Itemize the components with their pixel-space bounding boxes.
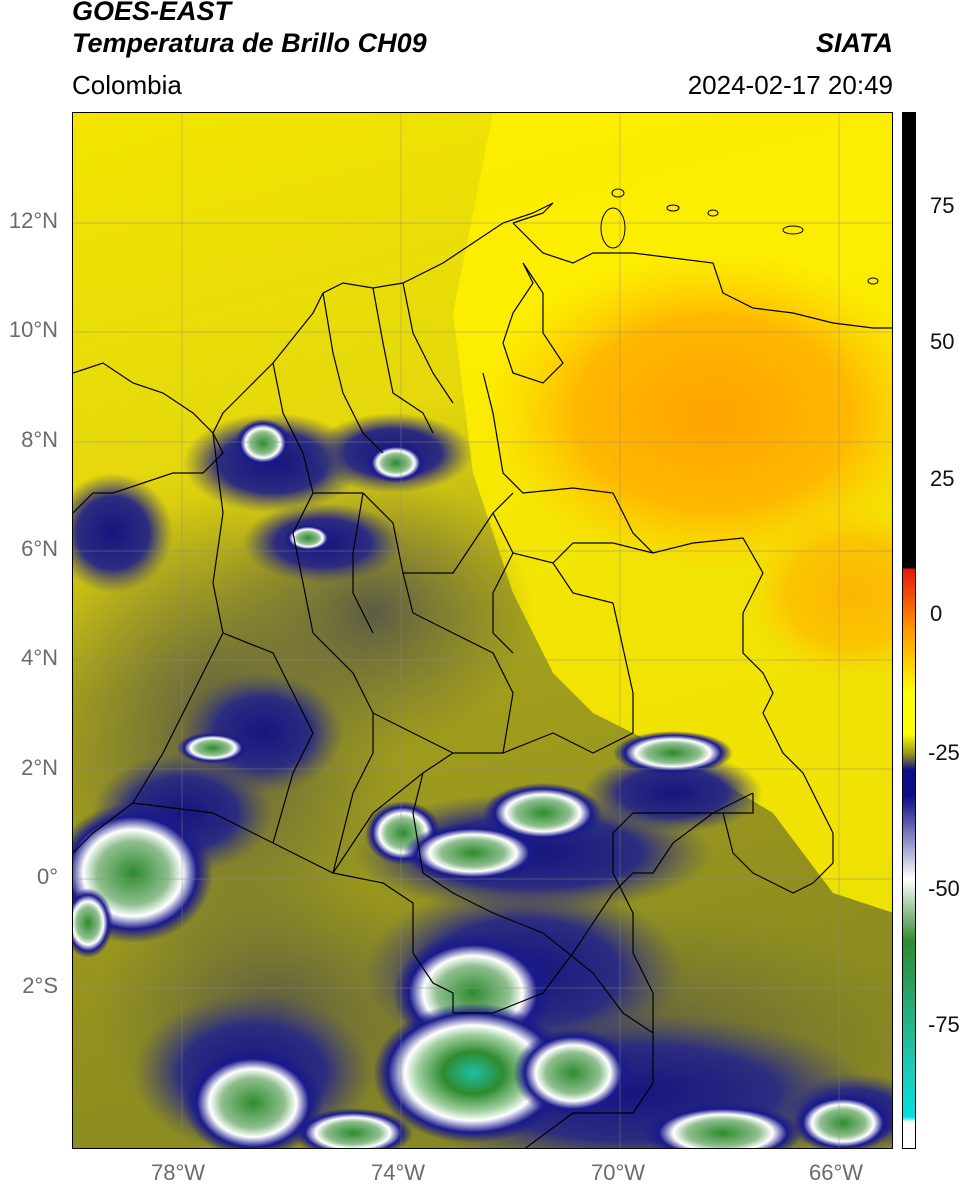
colorbar-tick-75: 75	[930, 193, 954, 219]
lat-label-6n: 6°N	[21, 536, 58, 562]
lat-label-12n: 12°N	[9, 208, 58, 234]
map-panel	[72, 112, 893, 1149]
lat-label-8n: 8°N	[21, 427, 58, 453]
colorbar-tick-minus25: -25	[928, 740, 960, 766]
lat-label-2n: 2°N	[21, 755, 58, 781]
lat-label-0: 0°	[37, 864, 58, 890]
agency-label: SIATA	[816, 28, 893, 59]
datetime-label: 2024-02-17 20:49	[688, 70, 893, 101]
lat-label-2s: 2°S	[22, 973, 58, 999]
region-label: Colombia	[72, 70, 182, 101]
lat-label-4n: 4°N	[21, 645, 58, 671]
colorbar-tick-50: 50	[930, 329, 954, 355]
colorbar-tick-minus50: -50	[928, 876, 960, 902]
lon-label-74w: 74°W	[371, 1160, 425, 1186]
colorbar	[902, 112, 916, 1149]
lon-label-70w: 70°W	[591, 1160, 645, 1186]
colorbar-tick-25: 25	[930, 466, 954, 492]
lon-label-66w: 66°W	[809, 1160, 863, 1186]
satellite-map	[73, 113, 893, 1149]
title-line-2: Temperatura de Brillo CH09	[72, 28, 427, 59]
lon-label-78w: 78°W	[151, 1160, 205, 1186]
colorbar-tick-0: 0	[930, 601, 942, 627]
colorbar-tick-minus75: -75	[928, 1012, 960, 1038]
title-line-1: GOES-EAST	[72, 0, 231, 27]
lat-label-10n: 10°N	[9, 317, 58, 343]
